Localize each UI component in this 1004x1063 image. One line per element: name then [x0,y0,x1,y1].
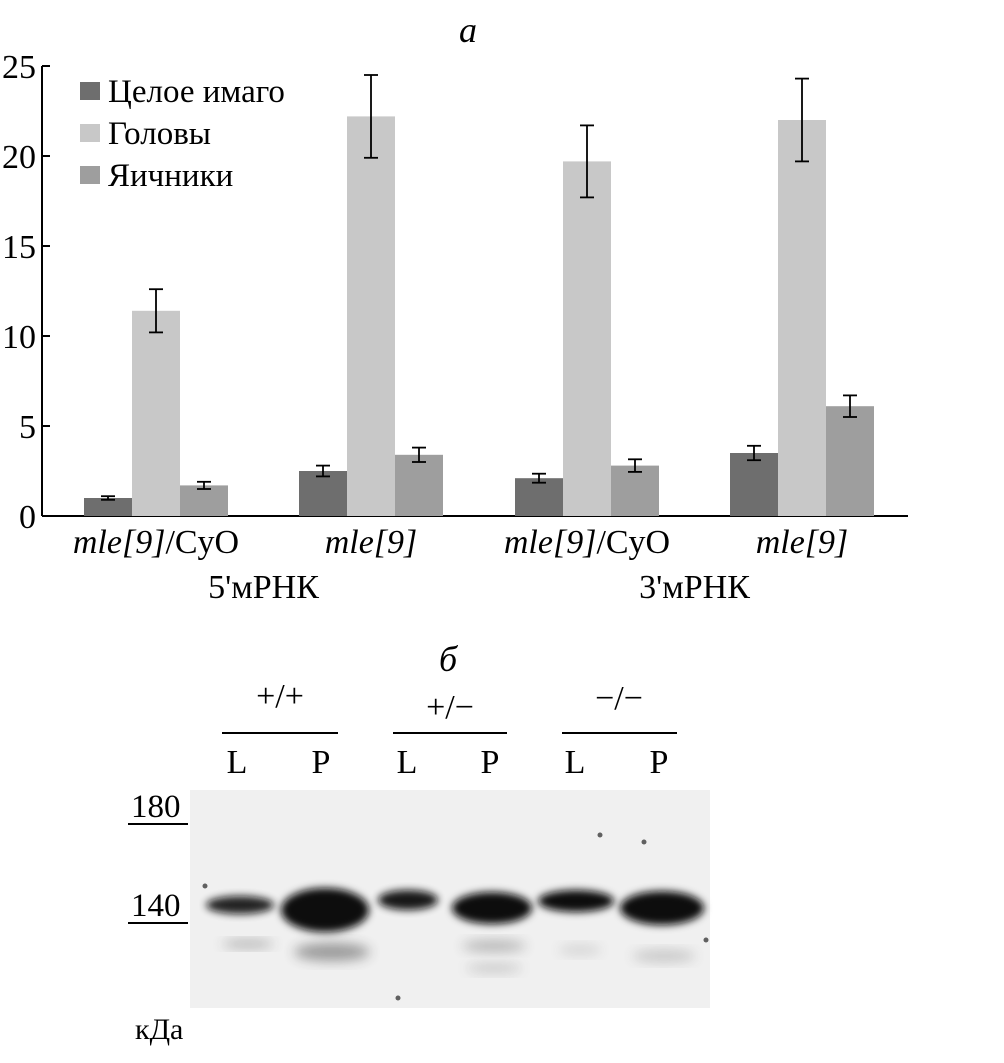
genotype-label: −/− [595,680,643,717]
protein-band [620,891,704,925]
legend-label: Яичники [108,158,233,194]
faint-band [462,940,526,952]
blot-speck [395,995,401,1001]
x-tick-label-italic: mle[9] [325,524,418,561]
blot-speck [703,937,709,943]
marker-label: 180 [131,789,181,825]
legend: Целое имаго Головы Яичники [80,74,285,194]
x-tick-label-roman: /CyO [165,524,239,561]
genotype-headers: +/+ +/− −/− [222,678,677,734]
protein-band [538,890,614,912]
y-tick-label: 20 [2,139,36,176]
bar [180,485,228,516]
size-markers: 180 140 [128,789,188,924]
bar [515,478,563,516]
panel-b-label: б [439,639,459,679]
bar [730,453,778,516]
bar [563,161,611,516]
genotype-label: +/+ [256,678,304,715]
blot-speck [641,839,647,845]
bar [826,406,874,516]
y-tick-label: 5 [19,409,36,446]
blot-speck [597,832,603,838]
faint-band [294,943,370,961]
bar [395,454,443,516]
lane-label: L [227,744,248,781]
bar [132,310,180,516]
x-tick-label-italic: mle[9] [73,524,166,561]
legend-label: Целое имаго [108,74,285,110]
lane-label: P [481,744,500,781]
bar [347,116,395,517]
legend-swatch [80,124,100,142]
protein-band [281,888,369,932]
legend-swatch [80,82,100,100]
protein-band [378,890,438,910]
panel-b: б +/+ +/− −/− L P L P L P 180 140 кДа [128,639,710,1046]
bar [84,498,132,516]
y-tick-label: 0 [19,499,36,536]
faint-band [222,940,274,948]
x-tick-label: mle[9]/CyO [504,524,670,561]
lane-label: P [312,744,331,781]
y-tick-label: 15 [2,229,36,266]
faint-band [558,945,602,955]
x-tick-label-italic: mle[9] [504,524,597,561]
lane-label: L [397,744,418,781]
legend-label: Головы [108,116,211,152]
x-tick-label: mle[9] [325,524,418,561]
genotype-label: +/− [426,689,474,726]
panel-a-label: а [459,10,477,50]
blot-speck [202,883,208,889]
blot-bands [202,832,709,1001]
faint-band [466,963,522,973]
lane-label: L [565,744,586,781]
x-tick-label: mle[9] [756,524,849,561]
faint-band [632,950,696,962]
bar [611,465,659,516]
western-blot [190,790,710,1008]
unit-label: кДа [135,1013,183,1046]
y-tick-label: 10 [2,319,36,356]
group-label: 3'мРНК [639,569,750,606]
x-tick-label: mle[9]/CyO [73,524,239,561]
x-tick-label-italic: mle[9] [756,524,849,561]
x-tick-label-roman: /CyO [596,524,670,561]
protein-band [452,892,532,924]
blot-background-wash [190,790,710,1008]
bar [778,120,826,516]
lane-label: P [650,744,669,781]
protein-band [206,896,274,914]
marker-label: 140 [131,888,181,924]
bar [299,471,347,516]
y-tick-label: 25 [2,49,36,86]
legend-swatch [80,166,100,184]
group-label: 5'мРНК [208,569,319,606]
